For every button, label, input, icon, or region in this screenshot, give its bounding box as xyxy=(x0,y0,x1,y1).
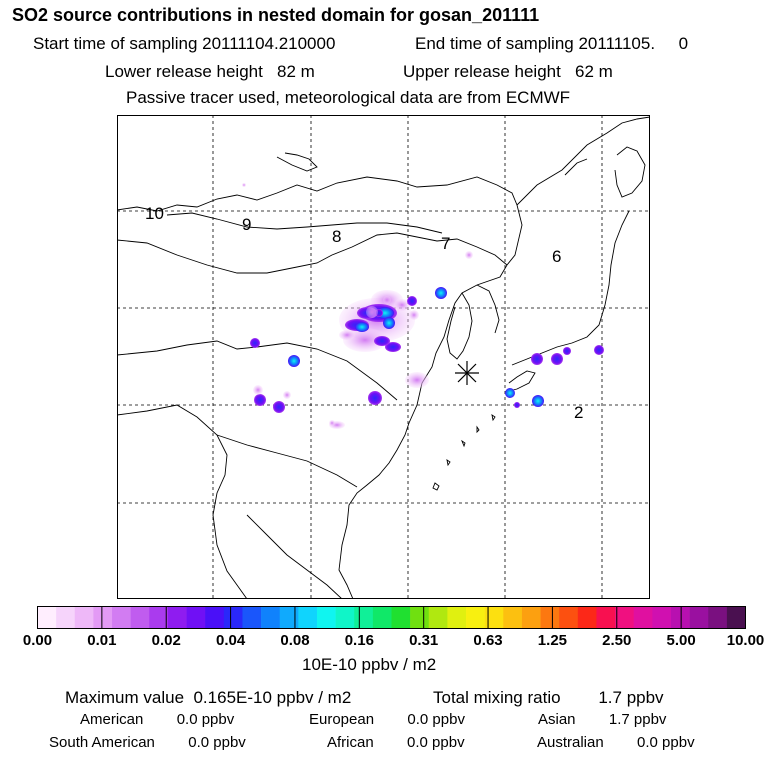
colorbar-cell xyxy=(708,606,728,629)
colorbar-cell xyxy=(37,606,57,629)
asian-label: Asian 1.7 ppbv xyxy=(538,711,667,728)
colorbar-tick-label: 0.08 xyxy=(280,632,310,649)
colorbar-tick-label: 2.50 xyxy=(602,632,632,649)
colorbar-unit: 10E-10 ppbv / m2 xyxy=(302,655,437,674)
colorbar-cell xyxy=(56,606,76,629)
colorbar-cell xyxy=(633,606,653,629)
colorbar xyxy=(37,606,746,629)
end-time-label: End time of sampling 20111105. 0 xyxy=(415,34,689,53)
upper-release-label: Upper release height 62 m xyxy=(403,62,613,81)
colorbar-cell xyxy=(652,606,672,629)
australian-label: Australian 0.0 ppbv xyxy=(537,734,695,751)
colorbar-tick-label: 0.02 xyxy=(151,632,181,649)
colorbar-cell xyxy=(428,606,448,629)
colorbar-tick-label: 0.01 xyxy=(87,632,117,649)
colorbar-tick-label: 0.63 xyxy=(473,632,503,649)
colorbar-cell xyxy=(335,606,355,629)
concentration-plume xyxy=(242,183,604,429)
colorbar-cell xyxy=(689,606,709,629)
colorbar-cell xyxy=(726,606,746,629)
colorbar-tick-label: 1.25 xyxy=(537,632,568,649)
colorbar-tick-label: 5.00 xyxy=(666,632,696,649)
islands xyxy=(432,414,496,491)
european-label: European 0.0 ppbv xyxy=(309,711,465,728)
colorbar-cell xyxy=(540,606,560,629)
colorbar-cell xyxy=(372,606,392,629)
sector-label-9: 9 xyxy=(242,215,251,234)
colorbar-cell xyxy=(93,606,113,629)
colorbar-cell xyxy=(521,606,541,629)
colorbar-cell xyxy=(559,606,579,629)
colorbar-cell xyxy=(410,606,430,629)
total-mixing-label: Total mixing ratio 1.7 ppbv xyxy=(433,688,664,707)
colorbar-tick-label: 10.00 xyxy=(726,632,765,649)
map-frame xyxy=(117,115,650,599)
colorbar-cell xyxy=(354,606,374,629)
sector-label-6: 6 xyxy=(552,247,561,266)
sector-label-7: 7 xyxy=(441,234,450,253)
colorbar-cell xyxy=(74,606,94,629)
colorbar-cell xyxy=(670,606,690,629)
colorbar-cell xyxy=(298,606,318,629)
colorbar-cell xyxy=(130,606,150,629)
colorbar-cell xyxy=(466,606,485,629)
american-label: American 0.0 ppbv xyxy=(80,711,235,728)
colorbar-cell xyxy=(223,606,243,629)
colorbar-cell xyxy=(577,606,597,629)
map-panel: 10 9 8 7 6 2 xyxy=(117,115,650,599)
colorbar-cell xyxy=(112,606,131,629)
colorbar-cell xyxy=(391,606,411,629)
colorbar-tick-label: 0.16 xyxy=(344,632,374,649)
colorbar-cell xyxy=(316,606,336,629)
colorbar-cell xyxy=(167,606,187,629)
page-title: SO2 source contributions in nested domai… xyxy=(12,5,540,25)
lower-release-label: Lower release height 82 m xyxy=(105,62,315,81)
colorbar-tick-label: 0.00 xyxy=(22,632,53,649)
sector-label-2: 2 xyxy=(574,403,583,422)
max-value-label: Maximum value 0.165E-10 ppbv / m2 xyxy=(65,688,352,707)
colorbar-tick-label: 0.04 xyxy=(215,632,246,649)
coastlines xyxy=(117,116,650,599)
lat-lon-grid xyxy=(117,115,650,599)
start-time-label: Start time of sampling 20111104.210000 xyxy=(33,34,336,53)
sector-label-8: 8 xyxy=(332,227,341,246)
colorbar-cell xyxy=(503,606,523,629)
colorbar-cell xyxy=(149,606,169,629)
colorbar-cell xyxy=(186,606,206,629)
african-label: African 0.0 ppbv xyxy=(327,734,465,751)
colorbar-cell xyxy=(205,606,225,629)
colorbar-cell xyxy=(279,606,299,629)
colorbar-cell xyxy=(484,606,504,629)
colorbar-cell xyxy=(261,606,281,629)
colorbar-cell xyxy=(242,606,262,629)
colorbar-cell xyxy=(447,606,467,629)
colorbar-cell xyxy=(615,606,635,629)
tracer-note: Passive tracer used, meteorological data… xyxy=(126,88,571,107)
south-american-label: South American 0.0 ppbv xyxy=(49,734,246,751)
sector-label-10: 10 xyxy=(145,204,164,223)
colorbar-cell xyxy=(596,606,616,629)
colorbar-tick-label: 0.31 xyxy=(409,632,439,649)
receptor-star-icon xyxy=(455,361,479,385)
